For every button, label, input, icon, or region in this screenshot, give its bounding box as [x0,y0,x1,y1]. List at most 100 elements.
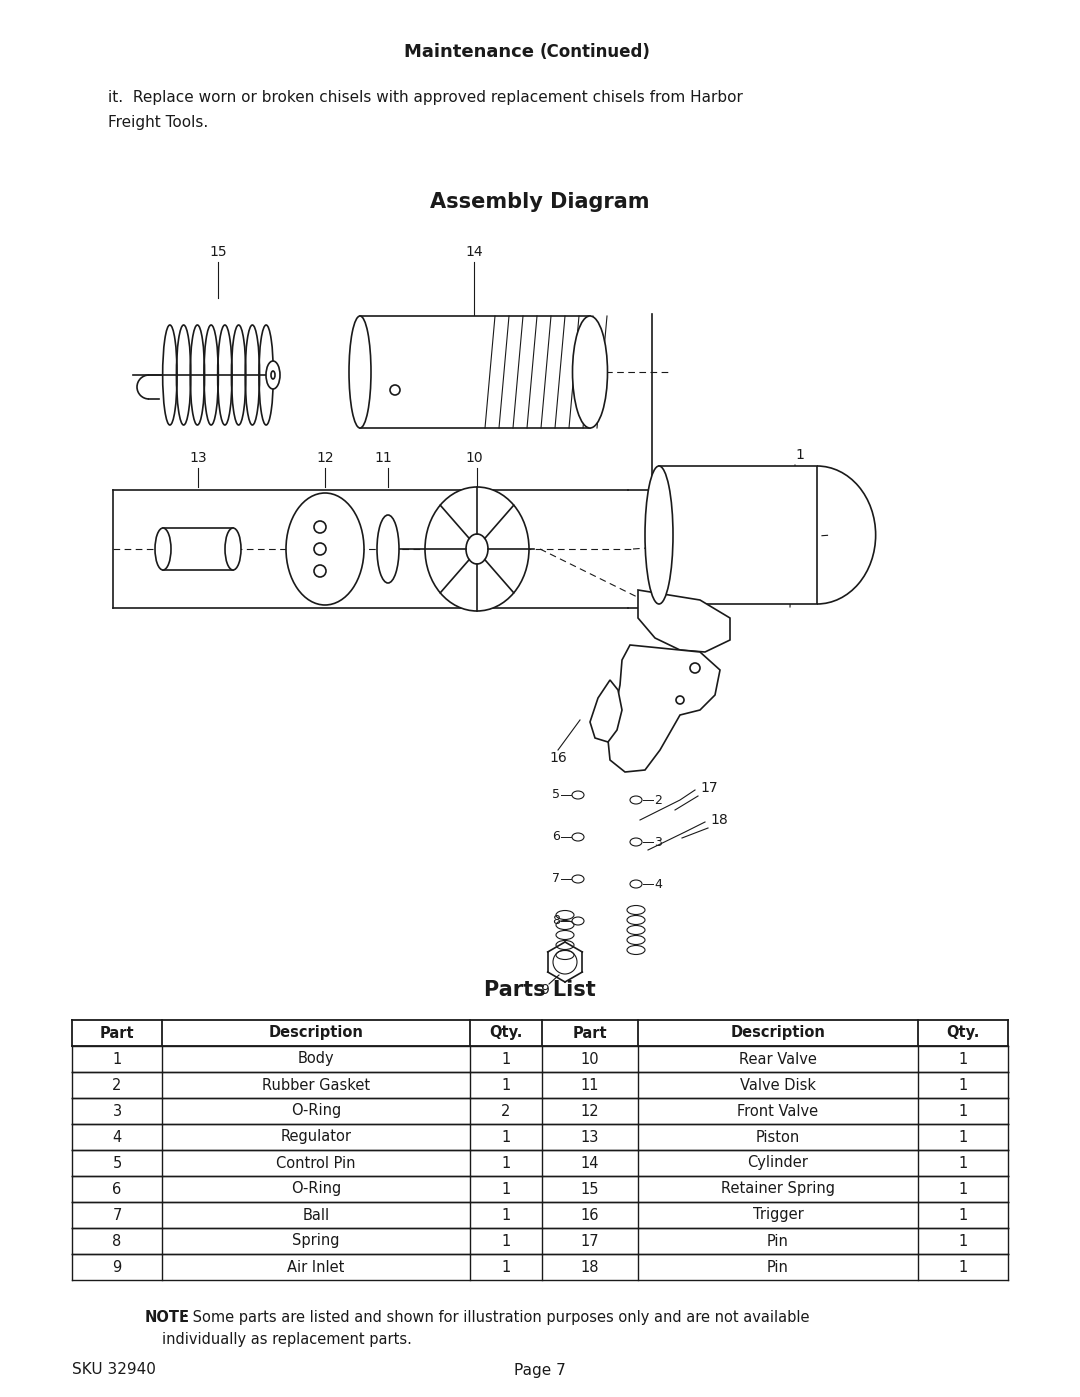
Ellipse shape [572,316,607,427]
Text: 1: 1 [501,1052,511,1066]
Text: Regulator: Regulator [281,1130,351,1144]
Text: 9: 9 [541,983,550,997]
Text: Part: Part [572,1025,607,1041]
Text: : Some parts are listed and shown for illustration purposes only and are not ava: : Some parts are listed and shown for il… [183,1310,810,1324]
Text: 1: 1 [958,1260,968,1274]
Text: Piston: Piston [756,1130,800,1144]
Text: Assembly Diagram: Assembly Diagram [430,191,650,212]
Text: 1: 1 [501,1260,511,1274]
Text: Cylinder: Cylinder [747,1155,809,1171]
Text: 2: 2 [654,793,662,806]
Text: 1: 1 [501,1130,511,1144]
Text: 1: 1 [501,1207,511,1222]
Text: 4: 4 [654,877,662,890]
Text: 1: 1 [958,1077,968,1092]
Text: 16: 16 [581,1207,599,1222]
Ellipse shape [377,515,399,583]
Text: 7: 7 [552,873,561,886]
Polygon shape [608,645,720,773]
Bar [163,528,233,570]
Text: it.  Replace worn or broken chisels with approved replacement chisels from Harbo: it. Replace worn or broken chisels with … [108,89,743,105]
Text: 1: 1 [958,1155,968,1171]
Text: Qty.: Qty. [489,1025,523,1041]
Text: Rubber Gasket: Rubber Gasket [262,1077,370,1092]
Text: 4: 4 [112,1130,122,1144]
Text: Valve Disk: Valve Disk [740,1077,816,1092]
Text: Pin: Pin [767,1260,788,1274]
Text: 1: 1 [501,1077,511,1092]
Text: Trigger: Trigger [753,1207,804,1222]
Text: Maintenance: Maintenance [404,43,540,61]
Text: 1: 1 [958,1052,968,1066]
Ellipse shape [266,360,280,388]
Text: 1: 1 [501,1182,511,1196]
Text: (Continued): (Continued) [540,43,651,61]
Text: O-Ring: O-Ring [291,1104,341,1119]
Ellipse shape [225,528,241,570]
Ellipse shape [572,791,584,799]
Text: Pin: Pin [767,1234,788,1249]
Text: 5: 5 [552,788,561,802]
Text: Retainer Spring: Retainer Spring [721,1182,835,1196]
Text: Spring: Spring [293,1234,340,1249]
Text: Front Valve: Front Valve [738,1104,819,1119]
Text: Part: Part [99,1025,134,1041]
Text: 13: 13 [581,1130,599,1144]
Ellipse shape [630,838,642,847]
Bar [360,316,590,427]
Text: 3: 3 [654,835,662,848]
Text: 2: 2 [501,1104,511,1119]
Text: Page 7: Page 7 [514,1362,566,1377]
Ellipse shape [286,493,364,605]
Text: Ball: Ball [302,1207,329,1222]
Text: 1: 1 [958,1104,968,1119]
Text: 12: 12 [316,451,334,465]
Text: 13: 13 [189,451,206,465]
Text: Rear Valve: Rear Valve [739,1052,816,1066]
Text: 1: 1 [958,1182,968,1196]
Text: 6: 6 [112,1182,122,1196]
Text: 1: 1 [958,1207,968,1222]
Text: 17: 17 [581,1234,599,1249]
Polygon shape [638,590,730,652]
Ellipse shape [156,528,171,570]
Text: 5: 5 [112,1155,122,1171]
Polygon shape [590,680,622,742]
Text: Body: Body [298,1052,335,1066]
Text: 9: 9 [112,1260,122,1274]
Ellipse shape [572,833,584,841]
Text: 6: 6 [552,830,561,844]
Text: Description: Description [269,1025,364,1041]
Text: 17: 17 [700,781,717,795]
Text: 10: 10 [581,1052,599,1066]
Text: 1: 1 [958,1234,968,1249]
Text: Description: Description [730,1025,825,1041]
Text: 11: 11 [581,1077,599,1092]
Text: Parts List: Parts List [484,981,596,1000]
Text: 14: 14 [465,244,483,258]
Text: 7: 7 [112,1207,122,1222]
Text: 14: 14 [581,1155,599,1171]
Text: 12: 12 [581,1104,599,1119]
Text: 15: 15 [210,244,227,258]
Ellipse shape [630,796,642,805]
Text: Qty.: Qty. [946,1025,980,1041]
Text: 11: 11 [374,451,392,465]
Text: 18: 18 [710,813,728,827]
Text: O-Ring: O-Ring [291,1182,341,1196]
Text: 8: 8 [552,915,561,928]
Text: SKU 32940: SKU 32940 [72,1362,156,1377]
Text: individually as replacement parts.: individually as replacement parts. [162,1331,411,1347]
Text: Freight Tools.: Freight Tools. [108,115,208,130]
Text: 3: 3 [112,1104,122,1119]
Text: 1: 1 [501,1234,511,1249]
Text: NOTE: NOTE [145,1310,190,1324]
Ellipse shape [630,880,642,888]
Text: 10: 10 [465,451,483,465]
Text: 1: 1 [796,448,805,462]
Text: 1: 1 [112,1052,122,1066]
Ellipse shape [349,316,372,427]
Text: 18: 18 [581,1260,599,1274]
Ellipse shape [572,916,584,925]
Text: 2: 2 [112,1077,122,1092]
